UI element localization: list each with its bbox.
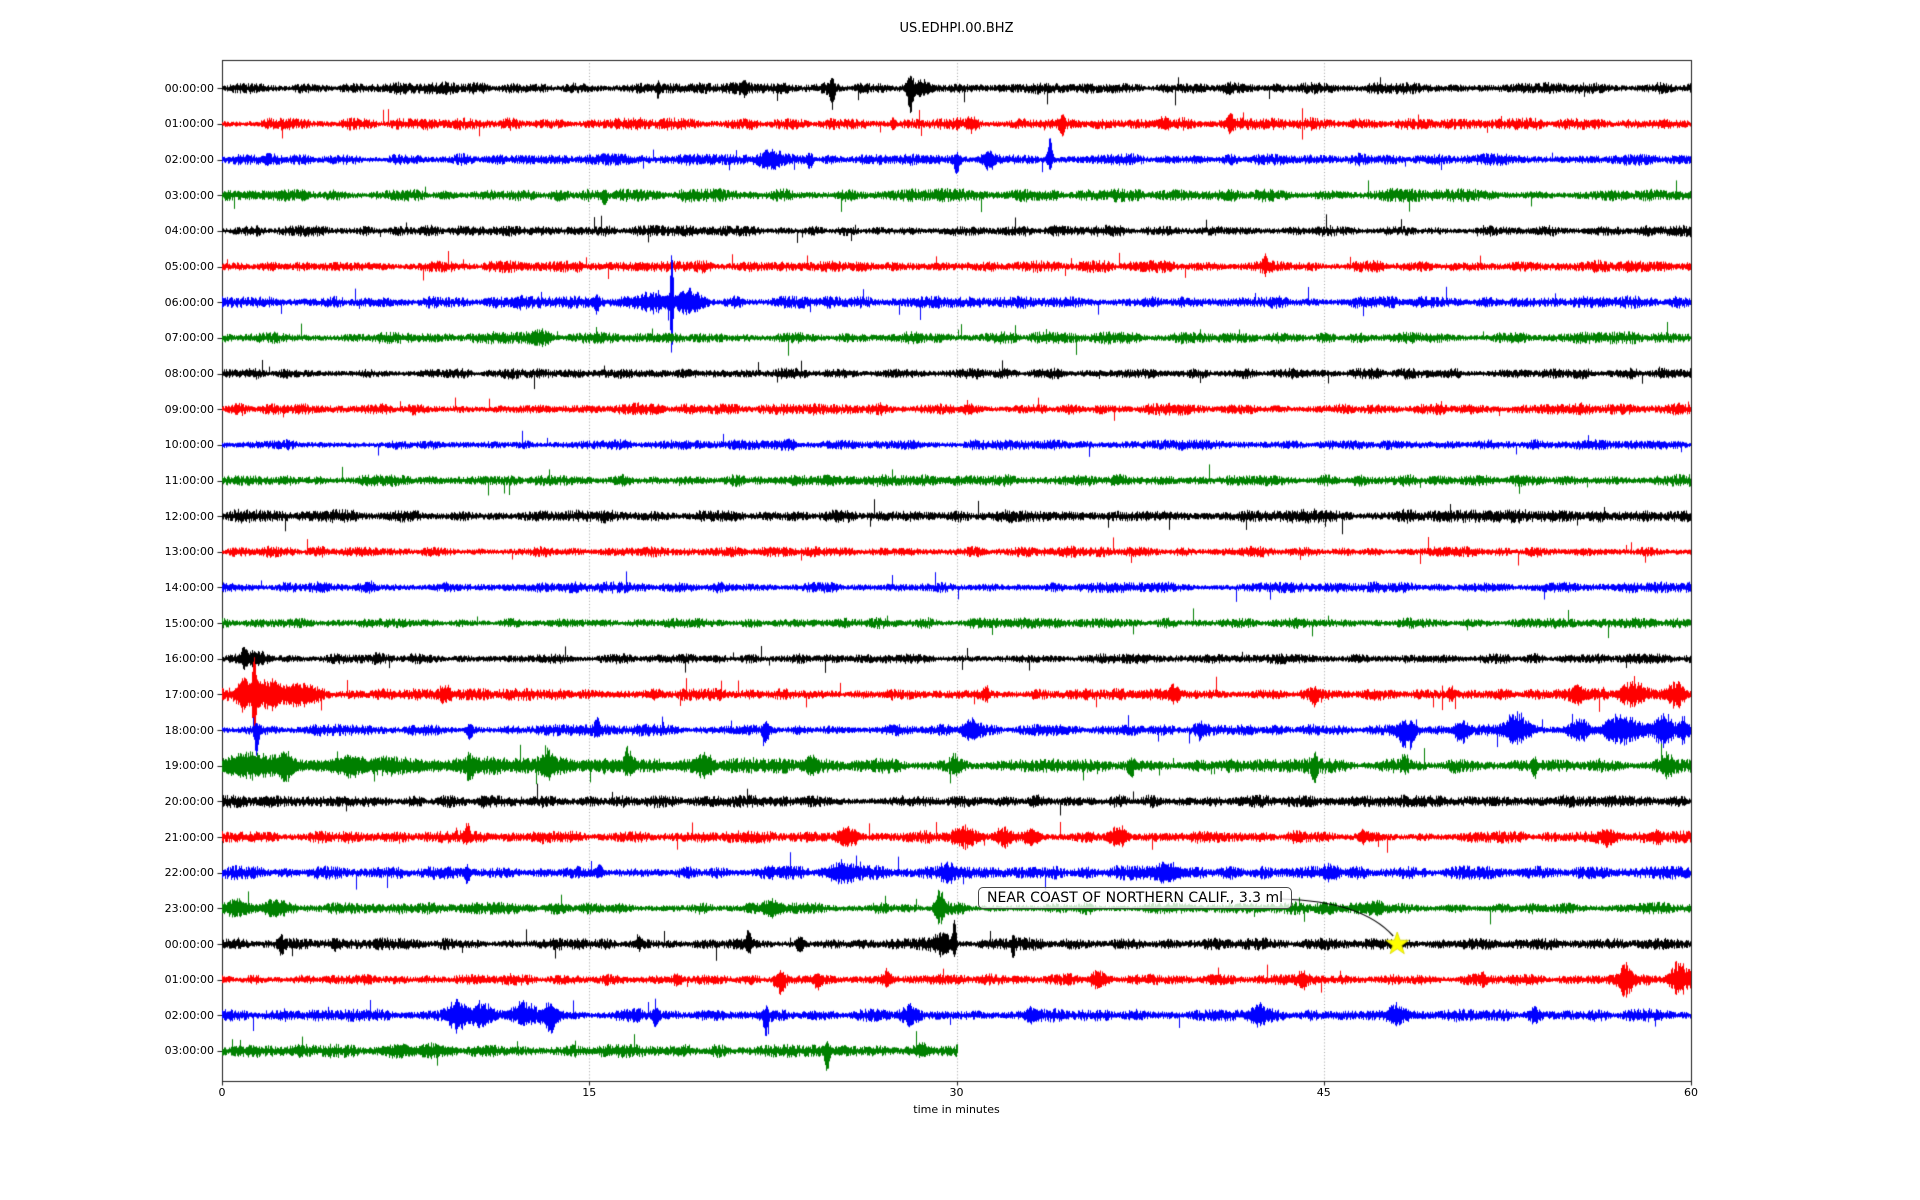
y-tick-label: 13:00:00 xyxy=(164,545,214,559)
y-tick-label: 00:00:00 xyxy=(164,81,214,95)
x-tick-label: 0 xyxy=(218,1086,226,1099)
chart-title: US.EDHPI.00.BHZ xyxy=(899,21,1014,36)
y-tick-label: 02:00:00 xyxy=(164,1008,214,1022)
y-tick-label: 03:00:00 xyxy=(164,188,214,202)
y-tick-label: 05:00:00 xyxy=(164,260,214,274)
event-annotation-label: NEAR COAST OF NORTHERN CALIF., 3.3 ml xyxy=(978,887,1293,909)
y-tick-label: 12:00:00 xyxy=(164,509,214,523)
y-tick-label: 07:00:00 xyxy=(164,331,214,345)
y-tick-label: 02:00:00 xyxy=(164,153,214,167)
y-tick-label: 09:00:00 xyxy=(164,402,214,416)
y-tick-label: 04:00:00 xyxy=(164,224,214,238)
x-tick-label: 45 xyxy=(1316,1086,1331,1099)
y-tick-label: 08:00:00 xyxy=(164,367,214,381)
y-tick-label: 03:00:00 xyxy=(164,1044,214,1058)
y-tick-label: 18:00:00 xyxy=(164,723,214,737)
y-tick-label: 21:00:00 xyxy=(164,830,214,844)
y-tick-label: 23:00:00 xyxy=(164,901,214,915)
y-tick-label: 06:00:00 xyxy=(164,295,214,309)
y-tick-label: 14:00:00 xyxy=(164,580,214,594)
x-tick-label: 30 xyxy=(949,1086,964,1099)
y-tick-label: 01:00:00 xyxy=(164,117,214,131)
y-tick-label: 10:00:00 xyxy=(164,438,214,452)
y-tick-label: 11:00:00 xyxy=(164,474,214,487)
x-tick-label: 15 xyxy=(582,1086,597,1099)
x-axis-title: time in minutes xyxy=(913,1103,1000,1116)
y-tick-label: 16:00:00 xyxy=(164,652,214,666)
y-tick-label: 19:00:00 xyxy=(164,759,214,773)
y-tick-label: 20:00:00 xyxy=(164,794,214,808)
y-tick-label: 01:00:00 xyxy=(164,973,214,987)
y-tick-label: 17:00:00 xyxy=(164,687,214,701)
y-tick-label: 22:00:00 xyxy=(164,866,214,880)
y-tick-label: 15:00:00 xyxy=(164,616,214,630)
y-tick-label: 00:00:00 xyxy=(164,937,214,951)
x-tick-label: 60 xyxy=(1684,1086,1698,1099)
